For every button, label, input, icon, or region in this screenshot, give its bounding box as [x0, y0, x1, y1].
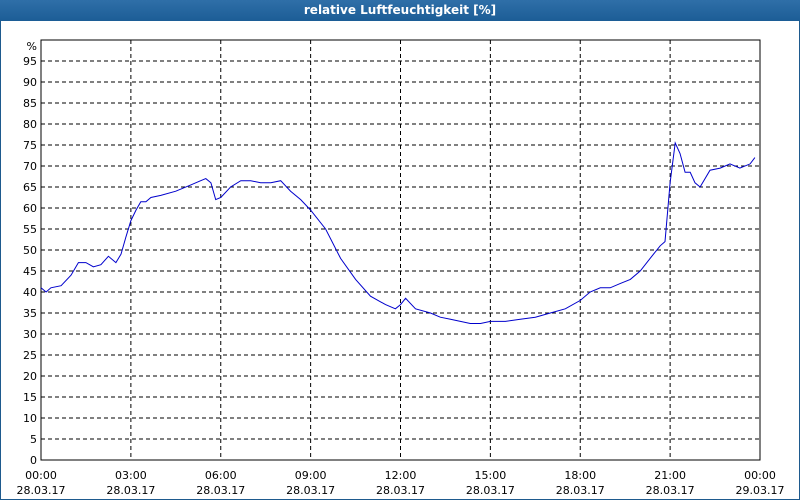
y-tick-label: 40 — [23, 286, 37, 299]
y-tick-label: 0 — [30, 454, 37, 467]
y-tick-label: 45 — [23, 265, 37, 278]
x-tick-date-label: 28.03.17 — [196, 484, 245, 497]
x-tick-date-label: 28.03.17 — [466, 484, 515, 497]
y-tick-label: 60 — [23, 202, 37, 215]
x-tick-time-label: 21:00 — [654, 469, 686, 482]
y-tick-label: 50 — [23, 244, 37, 257]
x-tick-date-label: 28.03.17 — [286, 484, 335, 497]
x-tick-date-label: 28.03.17 — [17, 484, 66, 497]
y-axis-label: % — [27, 40, 37, 53]
grid-lines — [41, 40, 760, 460]
x-tick-date-label: 28.03.17 — [106, 484, 155, 497]
x-tick-date-label: 29.03.17 — [736, 484, 785, 497]
plot-area — [40, 39, 761, 461]
y-tick-label: 10 — [23, 412, 37, 425]
y-tick-label: 35 — [23, 307, 37, 320]
y-tick-label: 5 — [30, 433, 37, 446]
x-tick-date-label: 28.03.17 — [556, 484, 605, 497]
y-tick-label: 70 — [23, 160, 37, 173]
x-tick-time-label: 00:00 — [25, 469, 57, 482]
y-tick-label: 90 — [23, 76, 37, 89]
humidity-series-line — [40, 141, 756, 324]
y-axis-tick-labels: 0 5 10 15 20 25 30 35 40 45 50 55 60 65 70 75 80 85 90 95 — [23, 55, 37, 467]
x-tick-date-label: 28.03.17 — [646, 484, 695, 497]
y-tick-label: 80 — [23, 118, 37, 131]
y-tick-label: 85 — [23, 97, 37, 110]
x-tick-time-label: 03:00 — [115, 469, 147, 482]
y-tick-label: 55 — [23, 223, 37, 236]
x-tick-time-label: 06:00 — [205, 469, 237, 482]
x-tick-time-label: 00:00 — [744, 469, 776, 482]
series-layer — [40, 141, 756, 324]
x-tick-date-label: 28.03.17 — [376, 484, 425, 497]
y-tick-label: 30 — [23, 328, 37, 341]
y-tick-label: 65 — [23, 181, 37, 194]
y-tick-label: 20 — [23, 370, 37, 383]
y-tick-label: 95 — [23, 55, 37, 68]
x-tick-time-label: 15:00 — [475, 469, 507, 482]
x-axis-tick-labels: 00:00 28.03.17 03:00 28.03.17 06:00 28.03.17 0… — [17, 469, 785, 497]
y-tick-label: 75 — [23, 139, 37, 152]
chart-title: relative Luftfeuchtigkeit [%] — [0, 0, 800, 21]
x-tick-time-label: 09:00 — [295, 469, 327, 482]
x-tick-time-label: 12:00 — [385, 469, 417, 482]
y-tick-label: 25 — [23, 349, 37, 362]
x-tick-time-label: 18:00 — [564, 469, 596, 482]
y-tick-label: 15 — [23, 391, 37, 404]
